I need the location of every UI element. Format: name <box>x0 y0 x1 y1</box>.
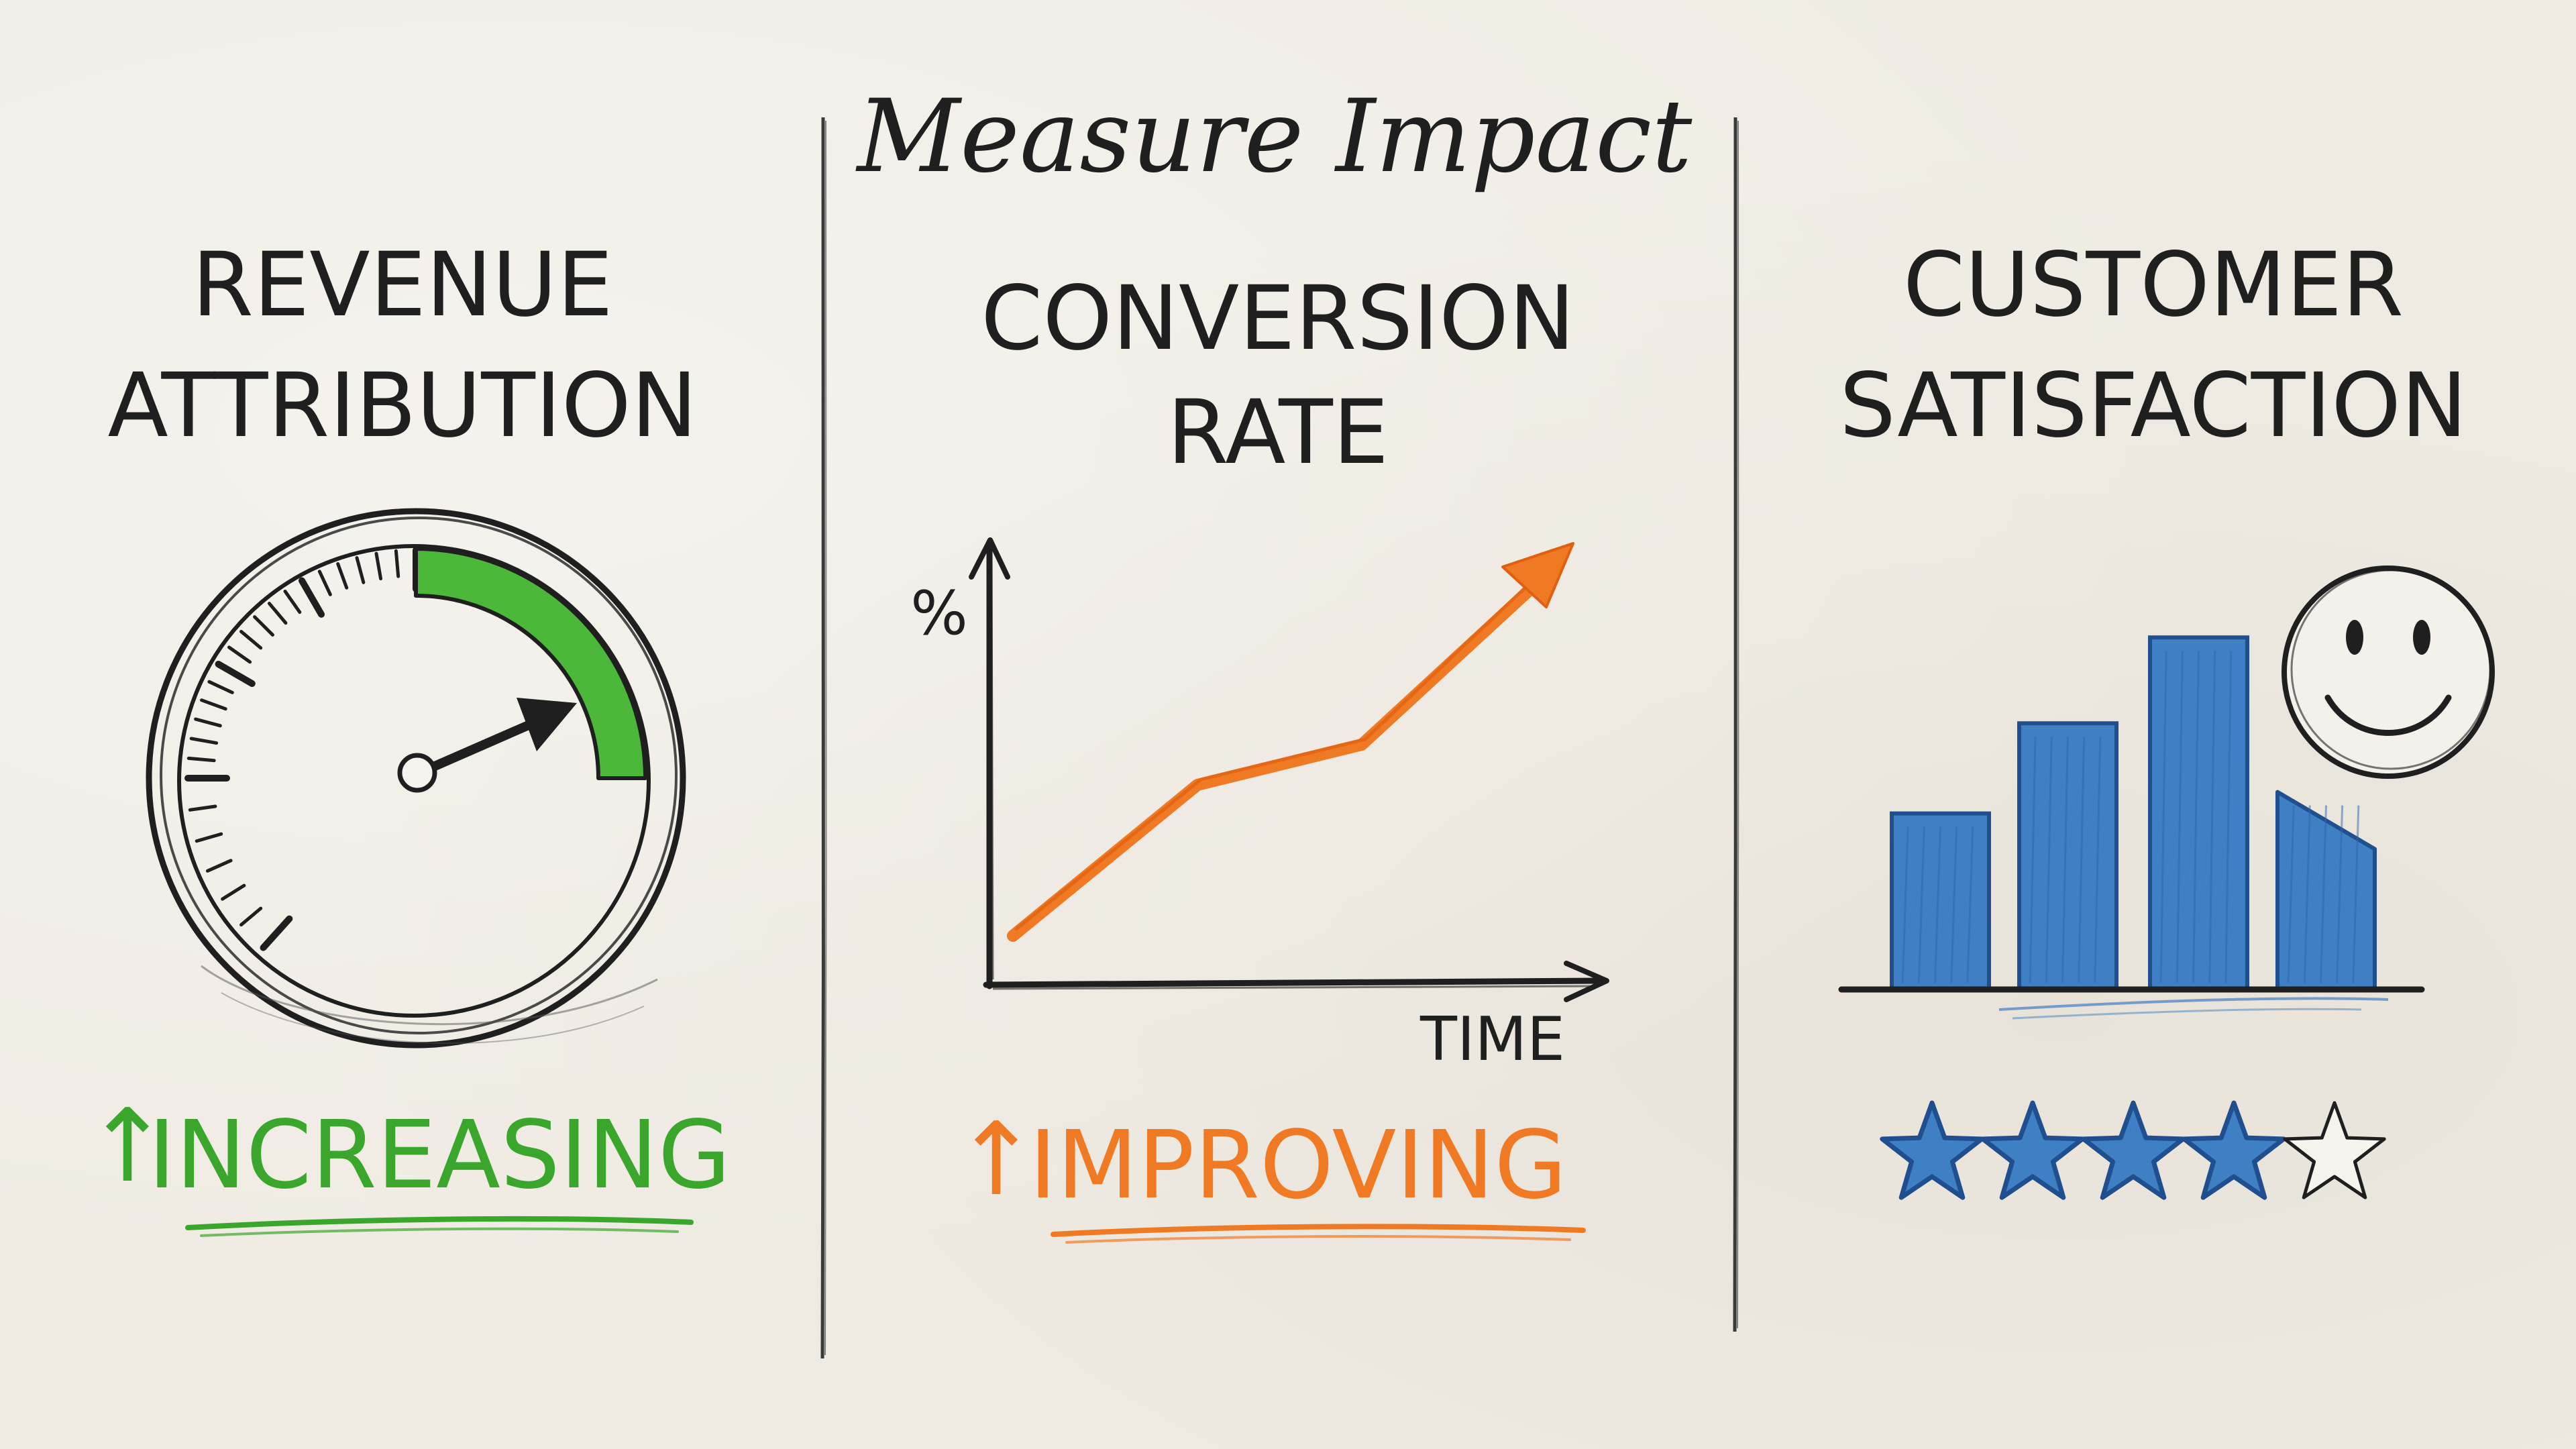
star-empty-icon <box>2283 1101 2386 1199</box>
bar-hatching <box>2287 805 2295 983</box>
bar-hatching <box>2320 805 2327 983</box>
chart-y-axis <box>969 537 1010 989</box>
trend-line <box>1007 542 1574 942</box>
satisfaction-heading-line-1: CUSTOMER <box>1903 233 2404 337</box>
gauge-tick <box>336 562 349 590</box>
bar-hatching <box>2192 651 2200 983</box>
bar-hatching <box>2336 805 2344 983</box>
bar-chart-with-smiley-icon <box>1838 566 2495 1020</box>
gauge-tick <box>317 570 332 596</box>
trend-arrowhead <box>1501 542 1574 608</box>
revenue-heading-line-1: REVENUE <box>192 233 613 337</box>
bar-hatching <box>2029 737 2037 983</box>
gauge-tick <box>239 906 263 927</box>
gauge-tick <box>267 602 288 625</box>
bar-hatching <box>2352 805 2360 983</box>
satisfaction-bars <box>1890 635 2377 991</box>
satisfaction-heading-line-2: SATISFACTION <box>1839 354 2467 458</box>
gauge-tick <box>207 680 234 694</box>
gauge-tick <box>239 629 263 650</box>
panel-divider-right <box>1733 117 1739 1332</box>
panel-revenue-attribution: REVENUE ATTRIBUTION ↑ INCREASING <box>85 233 731 1237</box>
bar-hatching <box>2176 651 2184 983</box>
page-title: Measure Impact <box>855 78 1693 195</box>
gauge-tick <box>215 661 256 687</box>
bar-chart-baseline <box>1838 986 2425 1020</box>
bar-hatching <box>1950 826 1958 983</box>
star-filled-icon <box>2182 1100 2286 1200</box>
gauge-tick <box>355 556 366 584</box>
gauge-tick <box>260 915 293 951</box>
gauge-icon <box>146 508 686 1049</box>
x-axis-label: TIME <box>1419 1004 1565 1075</box>
bar-hatching <box>1901 826 1909 983</box>
star-filled-icon <box>2081 1100 2186 1200</box>
revenue-status-label: INCREASING <box>148 1101 731 1210</box>
panel-conversion-rate: CONVERSION RATE % TIME <box>910 267 1609 1244</box>
gauge-tick <box>195 832 223 843</box>
bar-hatching <box>1966 826 1974 983</box>
star-filled-icon <box>1880 1100 1984 1200</box>
gauge-tick <box>205 859 233 873</box>
gauge-tick <box>394 549 400 578</box>
conversion-heading-line-2: RATE <box>1167 381 1389 484</box>
panel-customer-satisfaction: CUSTOMER SATISFACTION <box>1838 233 2495 1200</box>
gauge-tick <box>227 645 252 664</box>
panel-divider-left <box>820 117 827 1359</box>
conversion-status-label: IMPROVING <box>1029 1111 1567 1220</box>
conversion-status-arrow: ↑ <box>954 1102 1038 1218</box>
bar-hatching <box>2078 737 2086 983</box>
gauge-tick <box>188 804 217 812</box>
bar-hatching <box>1917 826 1925 983</box>
bar-hatching <box>1934 826 1941 983</box>
gauge-tick <box>221 883 246 901</box>
bar-hatching <box>2045 737 2053 983</box>
bar-hatching <box>2094 737 2102 983</box>
rating-stars <box>1880 1100 2386 1200</box>
bar-hatching <box>2224 651 2233 983</box>
gauge-tick <box>194 717 222 728</box>
gauge-tick <box>374 551 383 581</box>
smiley-face-icon <box>2282 566 2495 779</box>
revenue-status-arrow: ↑ <box>85 1088 170 1205</box>
gauge-tick <box>253 615 274 637</box>
conversion-heading-line-1: CONVERSION <box>981 267 1575 370</box>
bar-hatching <box>2208 651 2216 983</box>
bar-hatching <box>2159 651 2167 983</box>
gauge-tick <box>299 577 325 618</box>
revenue-status-underline <box>185 1216 694 1237</box>
gauge-tick <box>189 737 219 745</box>
gauge-tick <box>283 589 302 614</box>
gauge-green-arc <box>414 547 647 780</box>
gauge-tick <box>186 756 216 763</box>
gauge-needle <box>397 698 577 793</box>
star-filled-icon <box>1980 1100 2085 1200</box>
trend-line-chart: % TIME <box>910 537 1609 1075</box>
bar-hatching <box>2061 737 2069 983</box>
revenue-heading-line-2: ATTRIBUTION <box>107 354 697 458</box>
gauge-tick <box>200 698 227 711</box>
y-axis-label: % <box>910 578 968 649</box>
conversion-status-underline <box>1051 1224 1586 1244</box>
bar-hatching <box>2303 805 2311 983</box>
chart-x-axis <box>983 961 1609 1002</box>
